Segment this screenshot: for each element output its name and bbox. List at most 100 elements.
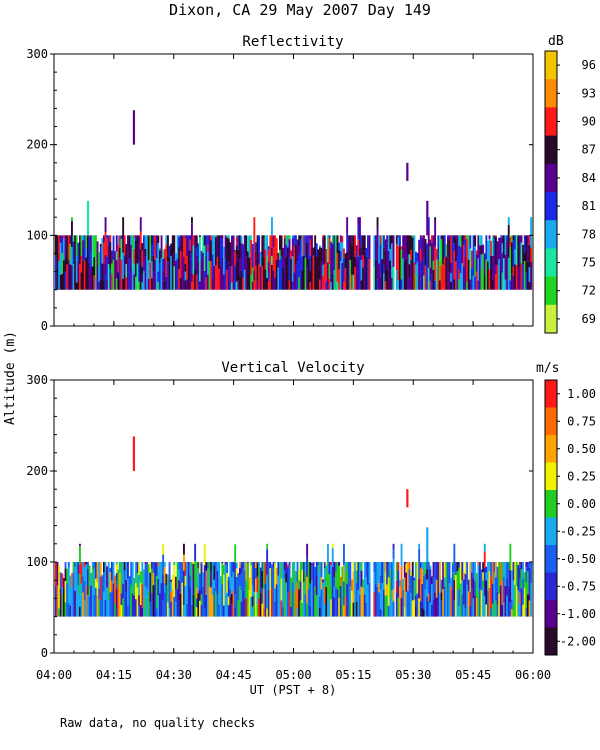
echo-cell <box>90 235 93 252</box>
echo-cell <box>87 604 89 617</box>
echo-cell <box>272 270 275 290</box>
echo-cell <box>501 272 504 290</box>
echo-cell <box>245 580 248 598</box>
echo-cell <box>416 562 419 594</box>
echo-cell <box>503 562 505 577</box>
echo-cell <box>338 249 341 270</box>
colorbar-frame <box>544 50 558 334</box>
echo-cell <box>95 588 97 617</box>
echo-cell <box>231 577 233 594</box>
echo-cell <box>175 252 177 261</box>
echo-cell <box>253 605 256 617</box>
echo-cell <box>101 237 104 264</box>
echo-cell <box>474 581 477 596</box>
echo-cell <box>91 562 94 566</box>
echo-cell <box>141 266 144 275</box>
echo-cell <box>55 235 57 256</box>
echo-cell <box>343 605 345 617</box>
echo-cell <box>344 268 347 290</box>
echo-cell <box>501 253 504 273</box>
echo-cell <box>405 235 408 237</box>
echo-cell <box>499 562 502 586</box>
echo-cell <box>224 237 227 260</box>
echo-cell <box>426 596 429 617</box>
echo-cell <box>275 238 278 260</box>
echo-cell <box>229 266 232 290</box>
echo-cell <box>224 235 227 238</box>
echo-cell <box>418 578 421 599</box>
colorbar-swatch <box>545 51 557 80</box>
echo-cell <box>159 263 161 290</box>
echo-cell <box>189 235 192 240</box>
echo-cell <box>464 562 467 574</box>
echo-cell <box>503 249 505 259</box>
echo-cell <box>450 281 453 290</box>
echo-cell <box>296 239 299 262</box>
echo-cell <box>74 562 77 568</box>
echo-cell <box>216 594 219 617</box>
echo-cell <box>466 281 469 290</box>
echo-cell <box>391 243 393 278</box>
echo-cell <box>136 235 139 264</box>
echo-cell <box>63 260 65 290</box>
colorbar-swatch <box>545 276 557 306</box>
echo-cell <box>266 278 269 290</box>
echo-cell <box>277 267 280 290</box>
echo-cell <box>256 257 259 282</box>
echo-cell <box>151 568 153 593</box>
echo-cell <box>295 589 297 604</box>
echo-cell <box>335 571 337 588</box>
echo-cell <box>151 235 153 245</box>
echo-cell <box>423 562 425 576</box>
echo-cell <box>98 281 101 290</box>
echo-cell <box>135 276 137 290</box>
echo-cell <box>319 571 321 597</box>
echo-cell <box>458 588 461 606</box>
echo-cell <box>63 587 65 617</box>
echo-cell <box>480 235 483 246</box>
echo-cell <box>147 235 150 237</box>
echo-cell <box>279 249 281 260</box>
echo-cell <box>219 235 222 239</box>
echo-cell <box>424 562 427 574</box>
echo-cell <box>111 273 113 290</box>
echo-cell <box>413 580 416 600</box>
echo-cell <box>199 562 201 574</box>
echo-cell <box>314 235 317 259</box>
echo-cell <box>191 604 193 617</box>
echo-cell <box>522 562 525 579</box>
echo-cell <box>509 602 512 617</box>
echo-cell <box>77 562 80 574</box>
echo-cell <box>170 591 173 602</box>
echo-cell <box>179 235 182 239</box>
echo-cell <box>83 566 86 582</box>
echo-cell <box>335 259 337 290</box>
echo-cell <box>56 562 59 586</box>
colorbar-swatch <box>545 407 557 436</box>
echo-cell <box>312 562 315 589</box>
echo-cell <box>248 257 251 290</box>
echo-cell <box>263 235 265 239</box>
echo-cell <box>213 565 216 580</box>
echo-cell <box>351 235 353 246</box>
echo-cell <box>395 243 398 271</box>
echo-cell <box>264 562 267 584</box>
echo-cell <box>187 562 190 565</box>
echo-cell <box>231 235 233 236</box>
x-tick-label: 05:00 <box>275 668 311 682</box>
colorbar-swatch <box>545 304 557 334</box>
echo-cell <box>301 270 304 290</box>
echo-cell <box>146 588 149 617</box>
echo-cell <box>165 276 168 290</box>
echo-cell <box>407 282 409 290</box>
echo-cell <box>75 282 78 290</box>
echo-cell <box>304 235 307 258</box>
echo-cell <box>453 235 456 244</box>
echo-cell <box>144 248 147 257</box>
echo-cell <box>509 543 512 547</box>
echo-cell <box>162 269 165 290</box>
echo-cell <box>59 588 62 617</box>
echo-cell <box>176 562 179 589</box>
echo-cell <box>263 256 265 290</box>
